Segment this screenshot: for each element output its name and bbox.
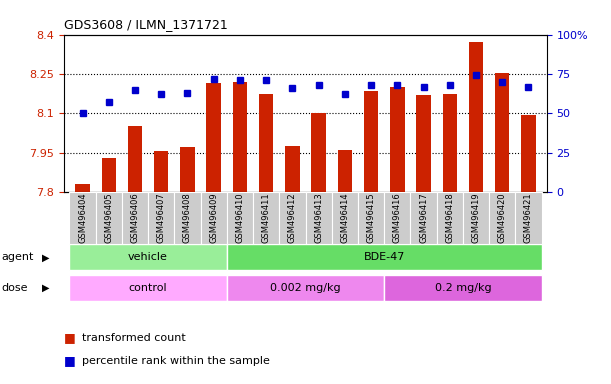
Bar [285,146,299,192]
Bar [312,113,326,192]
Bar [364,91,378,192]
Bar [128,126,142,192]
Text: GSM496417: GSM496417 [419,192,428,243]
Text: transformed count: transformed count [82,333,186,343]
Text: vehicle: vehicle [128,252,168,262]
Bar [279,192,306,244]
Text: GSM496415: GSM496415 [367,193,376,243]
Bar [148,192,174,244]
Bar [154,151,169,192]
Text: agent: agent [1,252,34,262]
Bar [521,114,536,192]
Text: ■: ■ [64,354,76,367]
Text: GSM496418: GSM496418 [445,192,455,243]
Text: GSM496421: GSM496421 [524,193,533,243]
Text: GSM496404: GSM496404 [78,193,87,243]
Bar [227,192,253,244]
Bar [75,184,90,192]
Bar [332,192,358,244]
Bar [259,94,273,192]
Text: GSM496407: GSM496407 [156,192,166,243]
Text: GSM496406: GSM496406 [131,192,139,243]
Bar [384,192,411,244]
Text: 0.2 mg/kg: 0.2 mg/kg [434,283,491,293]
Bar [180,147,195,192]
Bar [306,192,332,244]
Bar [469,43,483,192]
Text: percentile rank within the sample: percentile rank within the sample [82,356,270,366]
Text: GSM496412: GSM496412 [288,193,297,243]
Bar [227,244,541,270]
Bar [416,95,431,192]
Bar [70,192,96,244]
Text: GSM496405: GSM496405 [104,193,113,243]
Bar [358,192,384,244]
Text: GSM496409: GSM496409 [209,193,218,243]
Bar [122,192,148,244]
Bar [101,158,116,192]
Text: GSM496420: GSM496420 [498,193,507,243]
Text: GSM496410: GSM496410 [235,193,244,243]
Bar [442,94,457,192]
Text: 0.002 mg/kg: 0.002 mg/kg [270,283,341,293]
Text: ▶: ▶ [42,252,49,262]
Bar [253,192,279,244]
Text: GSM496419: GSM496419 [472,193,480,243]
Text: GSM496408: GSM496408 [183,192,192,243]
Bar [207,83,221,192]
Text: GSM496416: GSM496416 [393,192,402,243]
Bar [233,82,247,192]
Bar [515,192,541,244]
Bar [96,192,122,244]
Bar [463,192,489,244]
Bar [495,73,510,192]
Bar [390,87,404,192]
Bar [174,192,200,244]
Text: BDE-47: BDE-47 [364,252,405,262]
Text: ▶: ▶ [42,283,49,293]
Bar [411,192,437,244]
Text: GSM496414: GSM496414 [340,193,349,243]
Text: dose: dose [1,283,27,293]
Bar [70,275,227,301]
Text: GSM496411: GSM496411 [262,193,271,243]
Bar [338,150,352,192]
Text: GSM496413: GSM496413 [314,192,323,243]
Text: control: control [129,283,167,293]
Text: GDS3608 / ILMN_1371721: GDS3608 / ILMN_1371721 [64,18,228,31]
Bar [200,192,227,244]
Text: ■: ■ [64,331,76,344]
Bar [489,192,515,244]
Bar [437,192,463,244]
Bar [384,275,541,301]
Bar [227,275,384,301]
Bar [70,244,227,270]
